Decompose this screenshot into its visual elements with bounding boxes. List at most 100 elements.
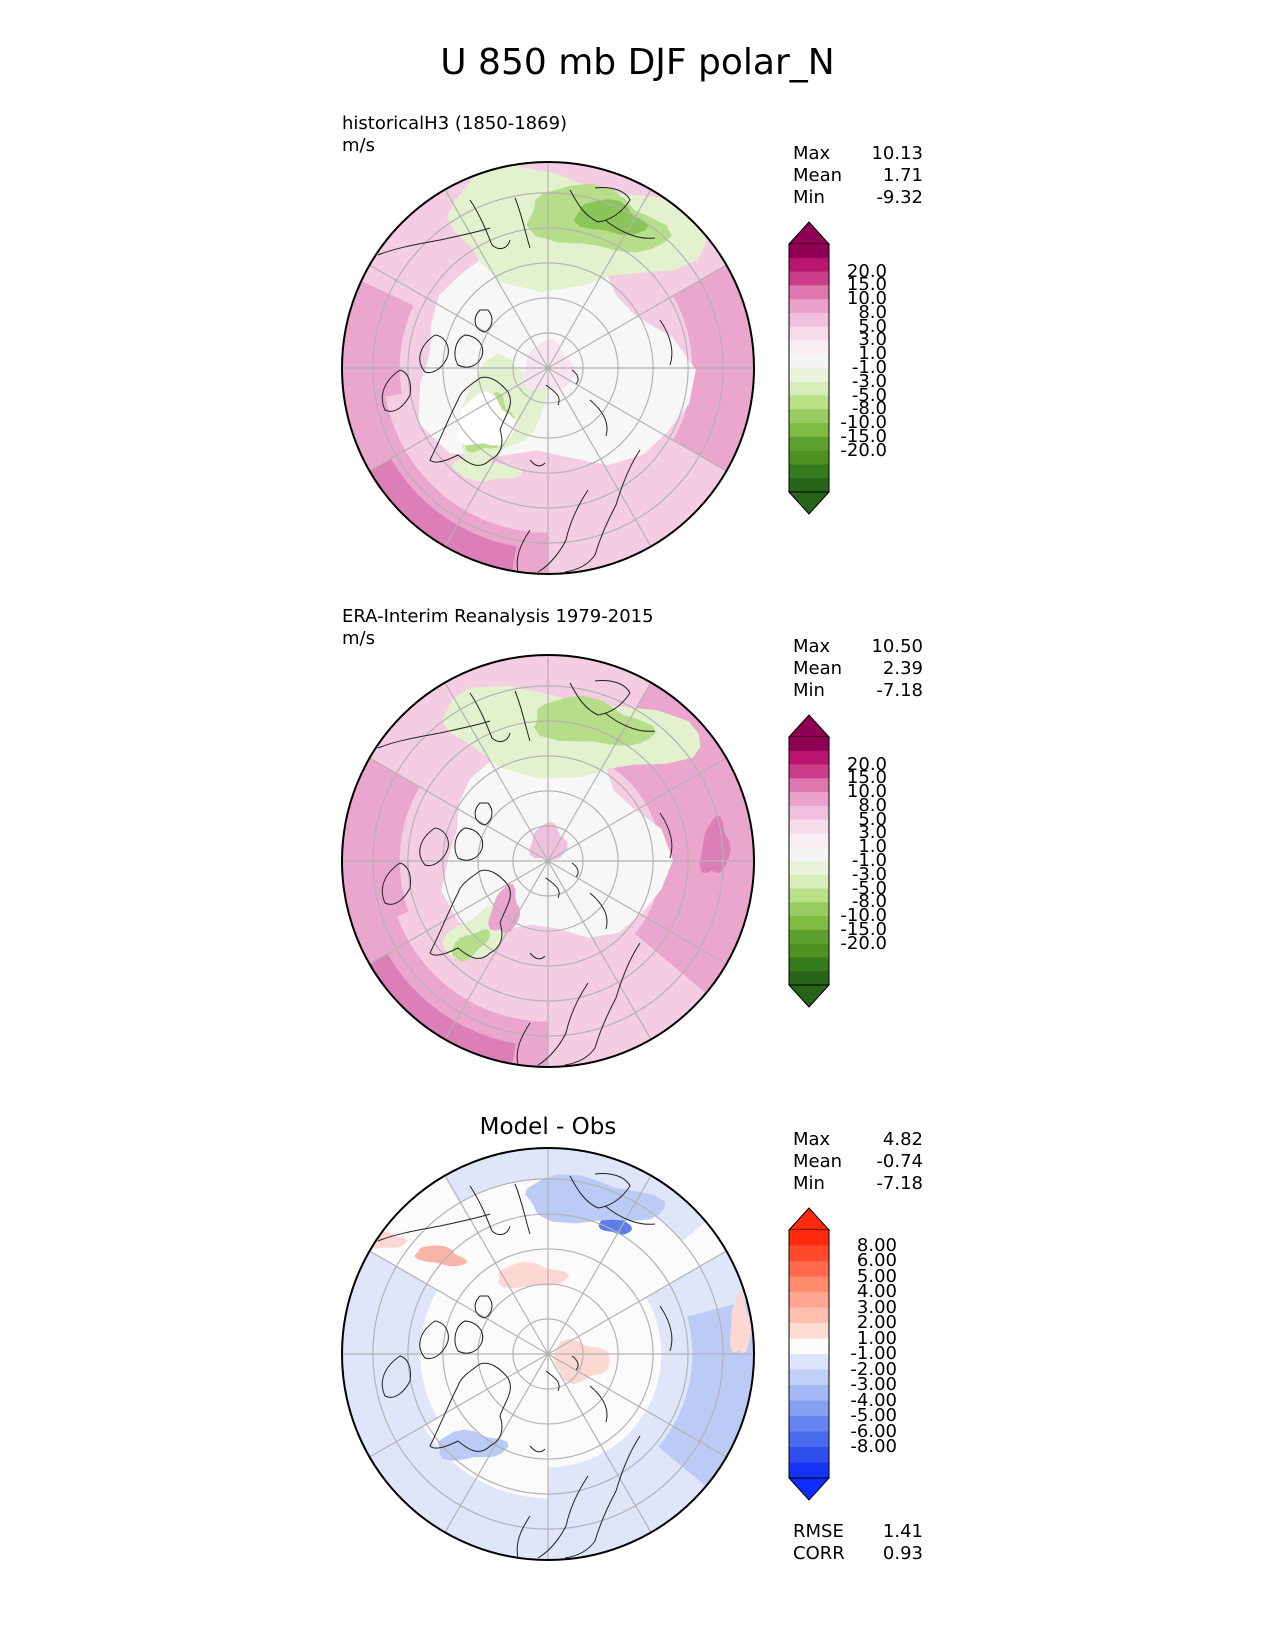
coastline-segment (516, 1022, 531, 1066)
panel1-colorbar (787, 221, 831, 515)
stat-value: -7.18 (876, 1173, 923, 1194)
colorbar-segment (789, 478, 829, 493)
colorbar-tick-label: 4.00 (856, 1281, 897, 1302)
coastline-segment (377, 720, 491, 749)
coastline-segment (545, 384, 560, 406)
colorbar-tick-label: 8.00 (856, 1234, 897, 1256)
colorbar-tick-label: 1.00 (856, 1327, 897, 1349)
coastline-segment (545, 1370, 560, 1392)
colorbar-segment (789, 750, 829, 766)
colorbar-tick-label: 3.0 (858, 329, 887, 351)
contour-region (351, 953, 516, 1067)
colorbar-segment (789, 299, 829, 314)
coastline-segment (589, 1385, 608, 1423)
coastline-segment (474, 309, 493, 333)
coastline-segment (571, 862, 579, 878)
coastlines (377, 680, 673, 1066)
colorbar-segment (789, 340, 829, 355)
colorbar-tick-label: -3.0 (851, 863, 887, 885)
colorbar-segment (789, 1307, 829, 1324)
coastline-segment (377, 227, 491, 256)
colorbar-segment (789, 833, 829, 848)
panel2-stats: Max 10.50 Mean 2.39 Min -7.18 (793, 636, 923, 702)
colorbar-segment (789, 312, 829, 328)
coastline-segment (516, 1515, 531, 1559)
coastline-segment (381, 369, 411, 412)
coastline-segment (474, 802, 493, 826)
colorbar-segment (789, 368, 829, 383)
colorbar-tick-label: 15.0 (846, 767, 887, 789)
panel2-colorbar (787, 714, 831, 1008)
coastline-segment (429, 376, 511, 466)
coastline-segment (454, 1320, 484, 1354)
colorbar-segment (789, 271, 829, 286)
colorbar-tick-label: -2.00 (850, 1358, 897, 1380)
coastline-segment (659, 1305, 673, 1352)
colorbar-segment (789, 423, 829, 438)
colorbar-tick-label: 15.0 (846, 274, 887, 296)
coastline-segment (429, 869, 511, 959)
coastlines (377, 187, 673, 573)
colorbar-segment (789, 1462, 829, 1479)
panel2-polar-map (341, 654, 755, 1068)
colorbar-segment (789, 395, 829, 410)
stat-value: -9.32 (876, 187, 923, 208)
contour-region (498, 1261, 569, 1289)
panel3-title: Model - Obs (479, 1114, 617, 1140)
colorbar-tick-label: -20.0 (840, 439, 887, 461)
coastline-segment (429, 1362, 511, 1452)
graticule (342, 162, 754, 574)
colorbar-segment (789, 285, 829, 300)
colorbar-segment (789, 805, 829, 821)
colorbar-tick-label: -15.0 (840, 918, 887, 940)
stat-value: 10.13 (871, 143, 923, 164)
stat-label: Min (793, 187, 825, 208)
panel2-units: m/s (342, 628, 375, 649)
colorbar-segment (789, 1400, 829, 1417)
coastline-segment (589, 399, 608, 437)
coastline-segment (529, 1445, 546, 1453)
colorbar-tick-label: -4.00 (850, 1389, 897, 1411)
colorbar-tick-label: 1.0 (858, 836, 887, 858)
colorbar-segment (789, 257, 829, 273)
colorbar-extend-top (787, 1207, 831, 1231)
colorbar-segment (789, 888, 829, 903)
coastline-segment (604, 1205, 656, 1225)
coastline-segment (564, 942, 641, 1066)
coastline-segment (381, 862, 411, 905)
coastline-segment (537, 982, 589, 1066)
stat-label: CORR (793, 1543, 845, 1564)
colorbar-tick-label: -1.00 (850, 1343, 897, 1364)
coastline-segment (569, 1173, 631, 1209)
panel1-stats: Max 10.13 Mean 1.71 Min -9.32 (793, 143, 923, 209)
colorbar-segment (789, 971, 829, 986)
panel1-title: historicalH3 (1850-1869) (342, 113, 568, 134)
colorbar-segment (789, 450, 829, 466)
contour-region (342, 875, 548, 1067)
coastline-segment (529, 459, 546, 467)
colorbar-segment (789, 764, 829, 779)
colorbar-tick-label: 3.00 (856, 1296, 897, 1318)
colorbar-segment (789, 929, 829, 945)
colorbar-segment (789, 819, 829, 835)
colorbar-segment (789, 464, 829, 479)
colorbar-segment (789, 1245, 829, 1262)
colorbar-tick-label: -6.00 (850, 1420, 897, 1442)
colorbar-segment (789, 381, 829, 397)
colorbar-tick-label: 5.0 (858, 808, 887, 830)
colorbar-tick-label: -3.00 (850, 1374, 897, 1395)
coastline-segment (571, 1355, 579, 1371)
colorbar-tick-label: -5.0 (851, 384, 887, 406)
panel2-title: ERA-Interim Reanalysis 1979-2015 (342, 606, 654, 627)
coastline-segment (454, 334, 484, 368)
colorbar-segment (789, 1385, 829, 1402)
coastline-segment (469, 199, 511, 250)
coastline-segment (454, 827, 484, 861)
stat-label: Max (793, 636, 831, 657)
stat-label: Max (793, 143, 831, 164)
colorbar-tick-label: -10.0 (840, 412, 887, 434)
map-boundary (341, 161, 755, 575)
coastline-segment (514, 1183, 531, 1235)
stat-value: -0.74 (876, 1151, 923, 1172)
coastline-segment (381, 1355, 411, 1398)
